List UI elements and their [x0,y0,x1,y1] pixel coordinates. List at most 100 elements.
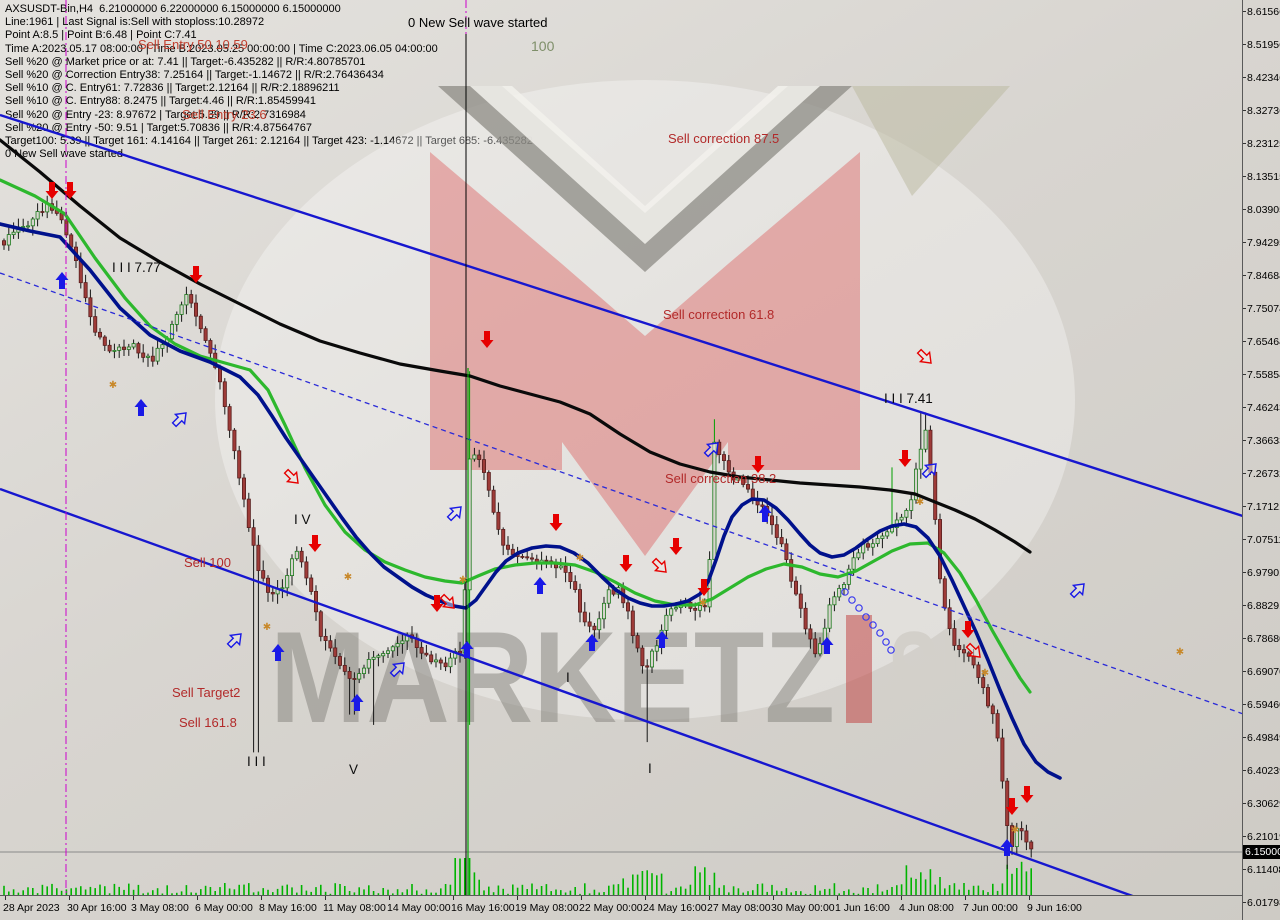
time-axis-label: 19 May 08:00 [515,902,579,914]
candle-bear [64,219,69,236]
candle-bull [45,203,50,213]
candle-bull [837,588,842,598]
price-axis-tick [1243,242,1246,243]
elliott-wave-label: I [566,670,570,685]
candle-bear [770,515,775,526]
volume-bar [632,874,634,896]
dotted-trend-circle-icon [841,588,849,596]
candle-bull [885,531,890,537]
hollow-down-arrow-icon [651,557,667,573]
candle-bull [875,538,880,544]
time-axis-label: 8 May 16:00 [259,902,317,914]
candle-bull [890,527,895,533]
price-axis-tick [1243,803,1246,804]
candle-bear [630,610,635,637]
volume-bar [713,872,716,896]
candle-bear [626,602,631,612]
time-axis-label: 11 May 08:00 [323,902,386,914]
brand-logo-shape [852,86,1010,196]
candle-bull [275,588,280,595]
candle-bull [294,550,299,560]
candle-bear [265,577,270,593]
candle-bear [573,581,578,590]
elliott-wave-label: I I I 7.77 [112,260,161,275]
price-axis-tick [1243,737,1246,738]
volume-bar [464,858,466,896]
candle-bull [405,634,410,642]
price-axis-tick [1243,176,1246,177]
candle-bear [241,477,246,500]
time-axis-label: 6 May 00:00 [195,902,253,914]
candle-bull [914,468,919,501]
hollow-down-arrow-icon [439,593,455,609]
time-axis-label: 9 Jun 16:00 [1027,902,1082,914]
candle-bear [765,505,770,517]
price-axis-label: 6.97901 [1247,567,1280,579]
volume-bar [454,858,456,896]
candle-bear [986,687,991,707]
candle-bull [117,346,122,351]
candle-bear [251,527,256,546]
time-axis-tick [645,896,646,900]
time-axis[interactable]: 28 Apr 2023 30 Apr 16:00 3 May 08:00 6 May … [0,895,1242,920]
candle-bear [750,488,755,501]
candle-bull [846,568,851,585]
volume-bar [929,869,932,896]
candle-bull [707,559,712,608]
candle-bear [592,625,597,631]
candle-bull [289,558,294,576]
sell-signal-arrow-icon [697,579,711,596]
price-axis-tick [1243,770,1246,771]
buy-signal-arrow-icon [55,272,69,289]
info-line: Target100: 5.39 || Target 161: 4.14164 |… [5,135,533,148]
elliott-wave-label: I I I [247,754,266,769]
candle-bull [361,667,366,674]
price-axis-label: 7.55854 [1247,369,1280,381]
price-axis-tick [1243,638,1246,639]
candle-bear [563,565,568,573]
candle-bear [102,336,107,346]
candle-bear [150,355,155,362]
time-axis-label: 7 Jun 00:00 [963,902,1018,914]
candle-bear [693,608,698,611]
price-axis-label: 8.13515 [1247,171,1280,183]
candle-bear [318,611,323,637]
candle-bull [366,659,371,669]
fib-sell-label: Sell correction 61.8 [663,307,774,322]
candle-bull [650,650,655,668]
volume-bar [1030,868,1032,896]
candle-bear [424,652,429,656]
candle-bear [232,429,237,452]
volume-bar [939,877,941,896]
price-axis-tick [1243,704,1246,705]
price-axis[interactable]: 6.15000 8.61566 8.51956 8.42346 8.32736 8.23… [1242,0,1280,920]
price-axis-label: 8.32736 [1247,105,1280,117]
fractal-star-icon: ✱ [344,572,352,583]
candle-bear [510,548,515,555]
candle-bear [69,234,74,248]
volume-bar [920,872,922,896]
price-axis-tick [1243,110,1246,111]
candle-bull [131,343,136,348]
sell-signal-arrow-icon [549,514,563,531]
candle-bull [357,673,362,680]
candle-bear [722,454,727,462]
candle-bear [808,628,813,640]
price-axis-label: 6.69070 [1247,666,1280,678]
volume-bar [1025,871,1028,896]
candle-bear [1019,828,1024,832]
candle-bear [491,489,496,513]
volume-bar [641,871,644,896]
buy-signal-arrow-icon [350,694,364,711]
time-axis-label: 16 May 16:00 [451,902,515,914]
fractal-star-icon: ✱ [1176,647,1184,658]
candle-bear [429,654,434,663]
candle-bear [741,477,746,485]
sell-signal-arrow-icon [189,266,203,283]
dotted-trend-circle-icon [876,629,884,637]
candle-bull [827,604,832,629]
candle-bear [966,652,971,657]
dotted-trend-circle-icon [882,638,890,646]
dotted-trend-circle-icon [869,621,877,629]
